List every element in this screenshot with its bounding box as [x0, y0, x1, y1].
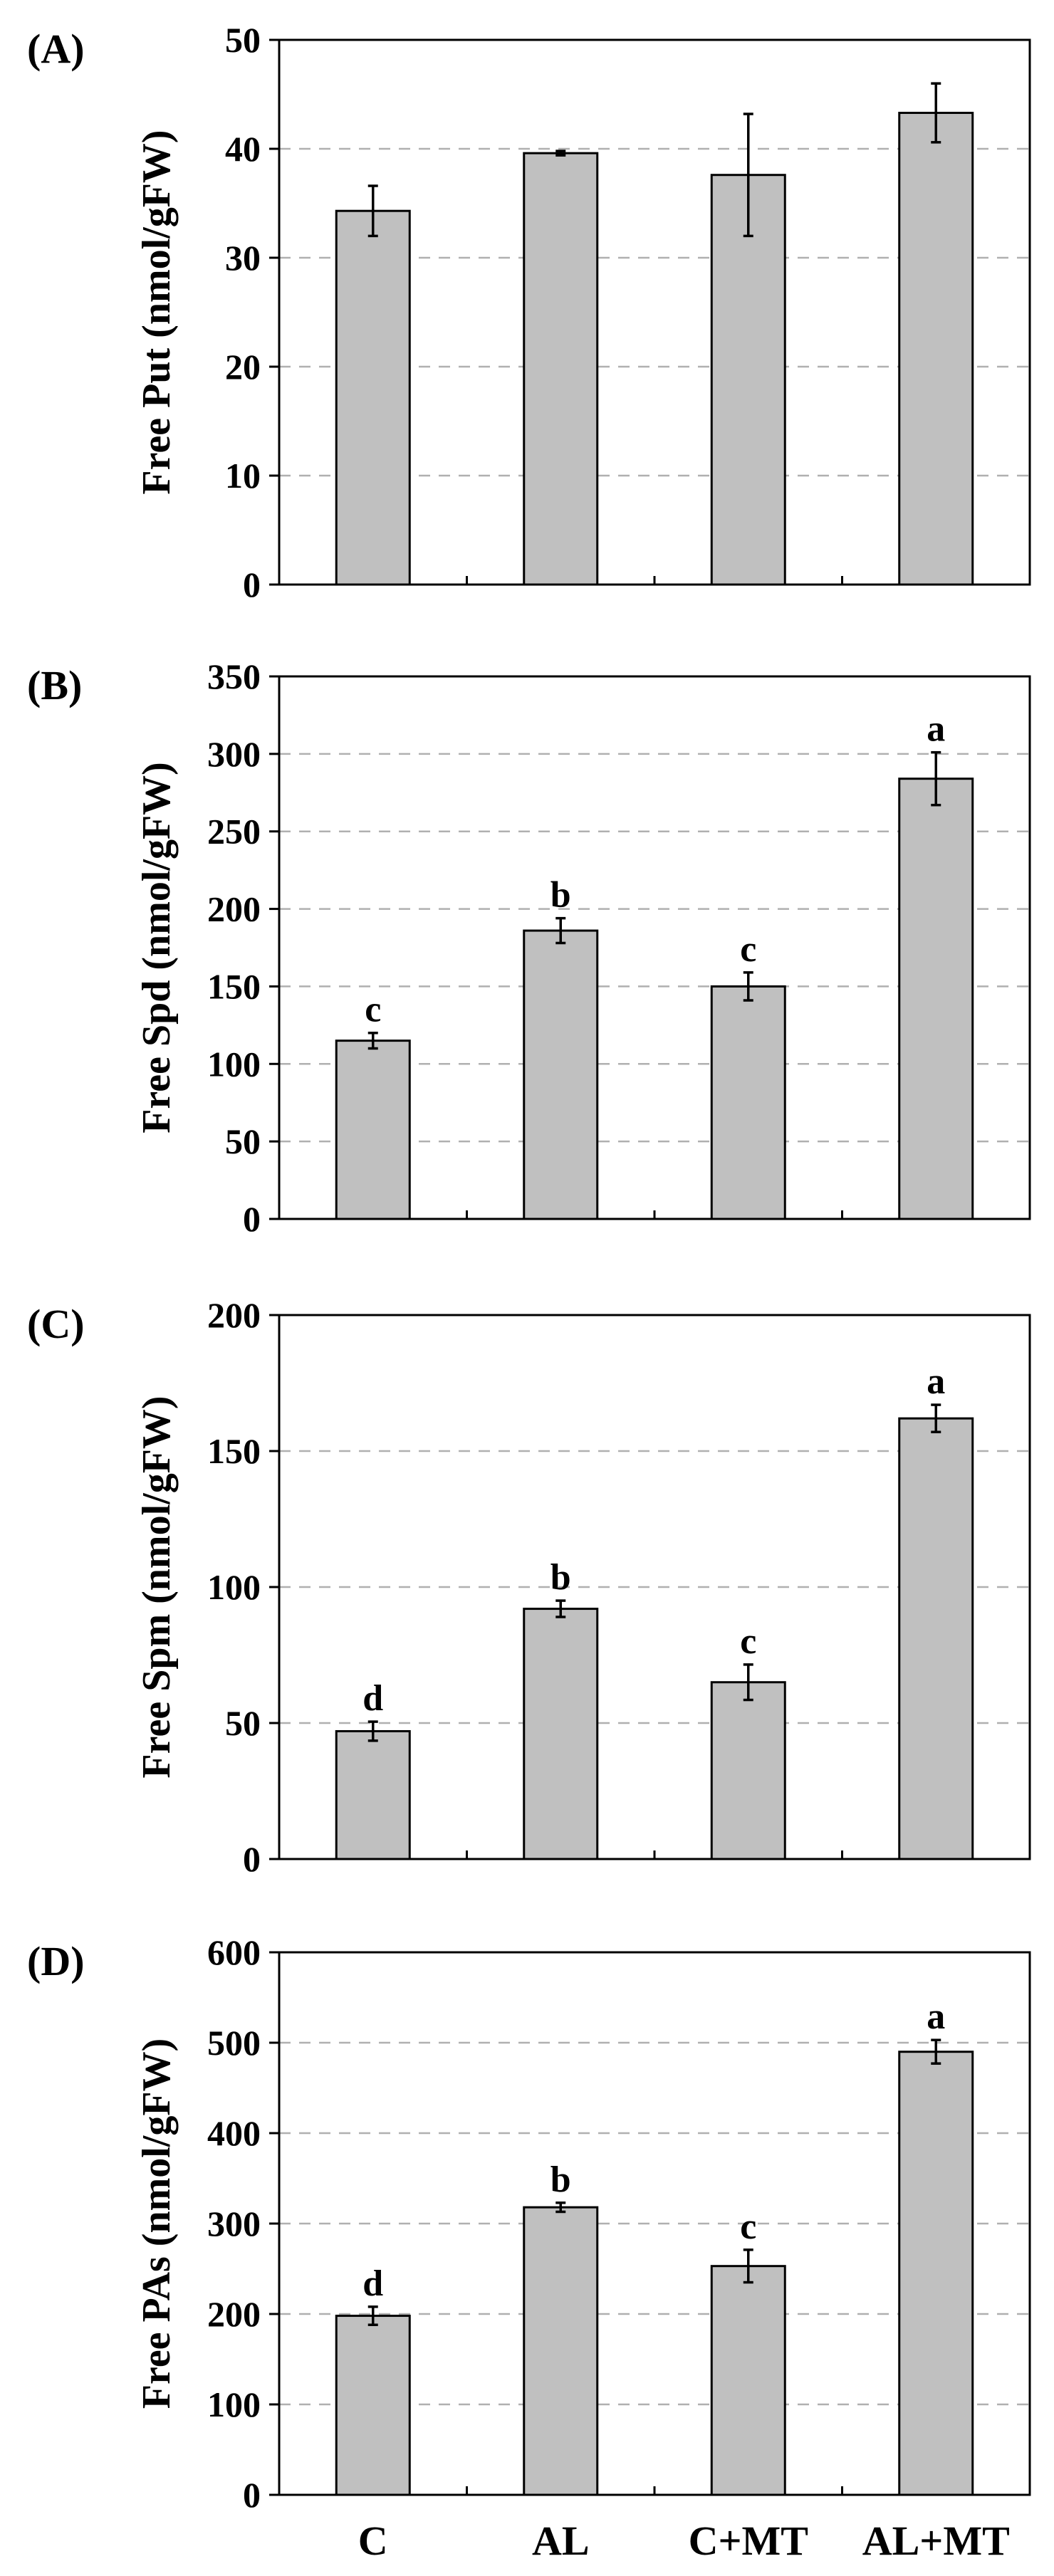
panel-b: c b c a 0 50 100 150 200 250 300 350 Free Spd (nmol/…	[27, 656, 1031, 1239]
y-tick-label: 200	[207, 2294, 261, 2334]
significance-label: b	[551, 2159, 571, 2200]
panel-label: (C)	[27, 1301, 85, 1347]
y-tick-label: 50	[225, 1703, 261, 1743]
y-tick-label: 0	[243, 1839, 261, 1879]
bar	[523, 152, 599, 586]
x-category-label: C+MT	[689, 2518, 808, 2564]
y-tick-label: 200	[207, 889, 261, 929]
bar	[523, 1608, 599, 1860]
significance-label: c	[740, 2206, 756, 2247]
significance-label: b	[551, 1557, 571, 1598]
bar	[523, 929, 599, 1220]
y-tick-label: 100	[207, 1567, 261, 1607]
significance-label: c	[740, 1621, 756, 1662]
bar	[710, 1681, 786, 1860]
x-category-label: C	[358, 2518, 388, 2564]
significance-label: d	[362, 2263, 383, 2304]
y-tick-label: 150	[207, 1431, 261, 1471]
y-tick-label: 50	[225, 20, 261, 60]
y-tick-label: 30	[225, 238, 261, 278]
significance-label: c	[365, 990, 381, 1030]
y-tick-label: 250	[207, 812, 261, 852]
x-category-label: AL	[532, 2518, 590, 2564]
y-tick-label: 50	[225, 1121, 261, 1161]
significance-label: b	[551, 875, 571, 916]
bar	[335, 2315, 411, 2496]
bar	[523, 2206, 599, 2496]
y-axis-label: Free Put (nmol/gFW)	[135, 130, 179, 494]
bar	[335, 1040, 411, 1220]
bar	[898, 112, 974, 586]
y-axis-label: Free Spd (nmol/gFW)	[135, 762, 179, 1133]
y-tick-label: 200	[207, 1295, 261, 1335]
y-tick-label: 0	[243, 1199, 261, 1239]
bar	[335, 209, 411, 586]
bar	[898, 1417, 974, 1860]
y-axis-label: Free PAs (nmol/gFW)	[135, 2038, 179, 2409]
y-tick-label: 0	[243, 565, 261, 604]
bar	[898, 2051, 974, 2496]
y-tick-label: 400	[207, 2113, 261, 2153]
y-tick-label: 10	[225, 456, 261, 496]
y-tick-label: 300	[207, 734, 261, 774]
y-tick-label: 40	[225, 129, 261, 169]
significance-label: a	[927, 1996, 945, 2037]
y-tick-label: 100	[207, 1044, 261, 1084]
significance-label: a	[927, 1361, 945, 1402]
bar	[710, 985, 786, 1220]
panel-a: 0 10 20 30 40 50 Free Put (nmol/gFW) (A)	[27, 20, 1031, 604]
significance-label: a	[927, 709, 945, 750]
y-tick-label: 350	[207, 656, 261, 696]
bar	[710, 2265, 786, 2496]
panel-label: (B)	[27, 662, 82, 708]
panel-d: d b c a 0 100 200 300 400 500 600 Free PAs (nmol/gF…	[27, 1932, 1031, 2564]
y-tick-label: 100	[207, 2384, 261, 2424]
y-axis-label: Free Spm (nmol/gFW)	[135, 1396, 179, 1778]
x-category-label: AL+MT	[862, 2518, 1010, 2564]
y-tick-label: 20	[225, 347, 261, 387]
y-tick-label: 500	[207, 2023, 261, 2063]
y-tick-label: 0	[243, 2475, 261, 2515]
y-tick-label: 150	[207, 966, 261, 1006]
bar	[898, 777, 974, 1220]
significance-label: c	[740, 929, 756, 970]
bar	[335, 1729, 411, 1860]
panel-label: (A)	[27, 26, 85, 72]
significance-label: d	[362, 1678, 383, 1719]
y-tick-label: 600	[207, 1932, 261, 1972]
panel-label: (D)	[27, 1938, 85, 1984]
y-tick-label: 300	[207, 2204, 261, 2243]
panel-c: d b c a 0 50 100 150 200 Free Spm (nmol/gFW) (C)	[27, 1295, 1031, 1879]
